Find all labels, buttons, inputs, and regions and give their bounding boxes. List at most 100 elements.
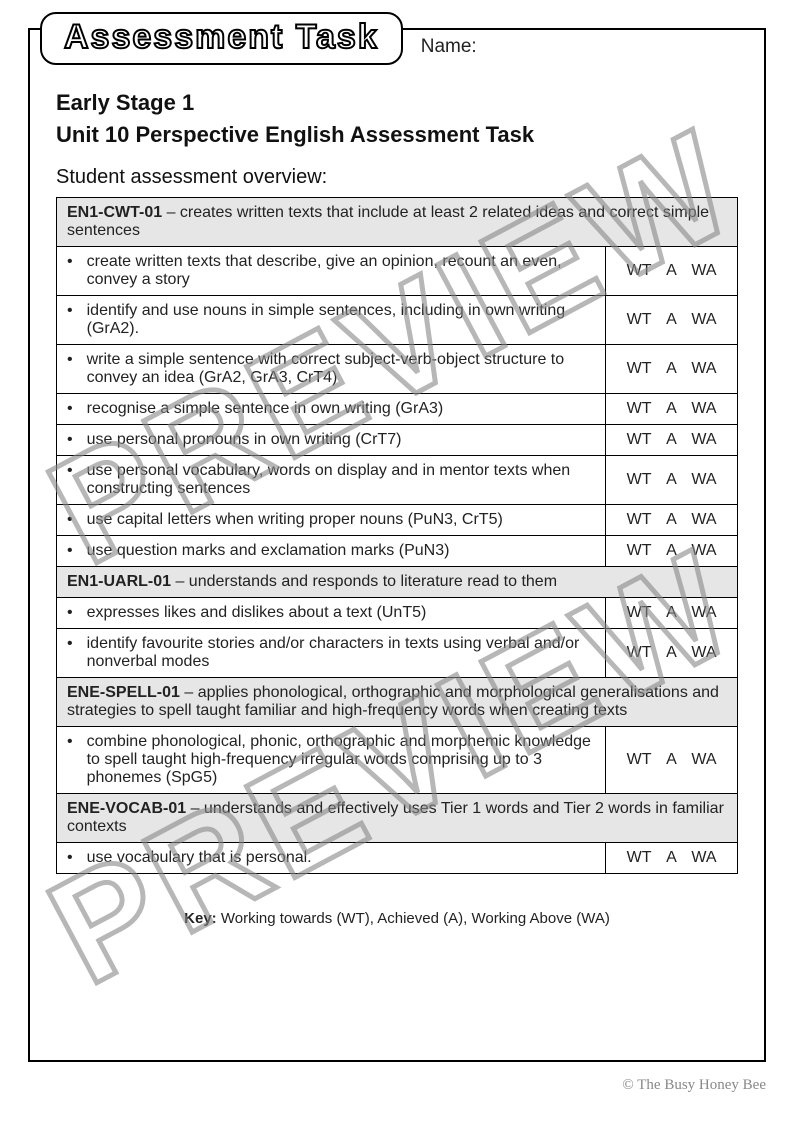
rating-cell: WT A WA	[606, 296, 738, 345]
rating-wt: WT	[625, 262, 653, 280]
criteria-text: use vocabulary that is personal.	[87, 849, 312, 867]
bullet-icon: •	[67, 849, 73, 867]
criteria-row: • create written texts that describe, giv…	[57, 247, 738, 296]
criteria-text: use capital letters when writing proper …	[87, 511, 503, 529]
rating-wa: WA	[690, 431, 718, 449]
criteria-text: recognise a simple sentence in own writi…	[87, 400, 444, 418]
rating-wt: WT	[625, 431, 653, 449]
rating-wt: WT	[625, 849, 653, 867]
name-label: Name:	[421, 36, 477, 58]
criteria-cell: •use personal pronouns in own writing (C…	[57, 425, 606, 456]
criteria-cell: • combine phonological, phonic, orthograp…	[57, 727, 606, 794]
rating-cell: WT A WA	[606, 598, 738, 629]
section-header-cell: ENE-VOCAB-01 – understands and effective…	[57, 794, 738, 843]
key-label: Key:	[184, 910, 217, 927]
criteria-text: use personal vocabulary, words on displa…	[87, 462, 595, 498]
rating-wt: WT	[625, 644, 653, 662]
content: Early Stage 1 Unit 10 Perspective Englis…	[56, 90, 738, 927]
bullet-icon: •	[67, 542, 73, 560]
rating-wt: WT	[625, 751, 653, 769]
rating-wa: WA	[690, 400, 718, 418]
rating-cell: WT A WA	[606, 505, 738, 536]
rating-wa: WA	[690, 751, 718, 769]
name-field: Name:	[421, 35, 485, 59]
section-header-cell: EN1-CWT-01 – creates written texts that …	[57, 198, 738, 247]
rating-wa: WA	[690, 471, 718, 489]
rating-a: A	[658, 849, 686, 867]
section-header-text: – understands and responds to literature…	[171, 573, 557, 590]
rating-wa: WA	[690, 311, 718, 329]
copyright: © The Busy Honey Bee	[622, 1077, 766, 1094]
criteria-row: • recognise a simple sentence in own writ…	[57, 394, 738, 425]
rating-a: A	[658, 262, 686, 280]
rating-a: A	[658, 400, 686, 418]
bullet-icon: •	[67, 400, 73, 418]
criteria-cell: • create written texts that describe, giv…	[57, 247, 606, 296]
criteria-row: • use vocabulary that is personal. WT A WA	[57, 843, 738, 874]
rating-wt: WT	[625, 311, 653, 329]
section-header-row: EN1-CWT-01 – creates written texts that …	[57, 198, 738, 247]
criteria-cell: • use vocabulary that is personal.	[57, 843, 606, 874]
rating-wa: WA	[690, 262, 718, 280]
bullet-icon: •	[67, 253, 73, 289]
rating-wt: WT	[625, 360, 653, 378]
rating-wt: WT	[625, 542, 653, 560]
rating-a: A	[658, 431, 686, 449]
rating-a: A	[658, 644, 686, 662]
rating-cell: WT A WA	[606, 843, 738, 874]
criteria-text: expresses likes and dislikes about a tex…	[87, 604, 427, 622]
section-header-row: ENE-SPELL-01 – applies phonological, ort…	[57, 678, 738, 727]
bullet-icon: •	[67, 604, 73, 622]
stage-line: Early Stage 1	[56, 90, 738, 116]
section-header-row: ENE-VOCAB-01 – understands and effective…	[57, 794, 738, 843]
rating-a: A	[658, 360, 686, 378]
rating-wa: WA	[690, 644, 718, 662]
rating-wa: WA	[690, 511, 718, 529]
rating-a: A	[658, 751, 686, 769]
unit-line: Unit 10 Perspective English Assessment T…	[56, 122, 738, 148]
criteria-cell: • use capital letters when writing proper…	[57, 505, 606, 536]
criteria-row: •identify favourite stories and/or chara…	[57, 629, 738, 678]
rating-a: A	[658, 542, 686, 560]
key-line: Key: Working towards (WT), Achieved (A),…	[56, 910, 738, 927]
section-code: EN1-CWT-01	[67, 204, 162, 221]
rating-cell: WT A WA	[606, 727, 738, 794]
bullet-icon: •	[67, 511, 73, 529]
criteria-cell: •use personal vocabulary, words on displ…	[57, 456, 606, 505]
rating-a: A	[658, 511, 686, 529]
criteria-text: write a simple sentence with correct sub…	[87, 351, 595, 387]
criteria-row: •write a simple sentence with correct su…	[57, 345, 738, 394]
section-code: ENE-SPELL-01	[67, 684, 180, 701]
section-header-cell: ENE-SPELL-01 – applies phonological, ort…	[57, 678, 738, 727]
rating-cell: WT A WA	[606, 536, 738, 567]
criteria-row: •identify and use nouns in simple senten…	[57, 296, 738, 345]
criteria-cell: •write a simple sentence with correct su…	[57, 345, 606, 394]
criteria-cell: • use question marks and exclamation mark…	[57, 536, 606, 567]
criteria-text: identify favourite stories and/or charac…	[87, 635, 595, 671]
section-header-text: – creates written texts that include at …	[67, 204, 709, 239]
criteria-row: • use question marks and exclamation mark…	[57, 536, 738, 567]
rating-cell: WT A WA	[606, 247, 738, 296]
criteria-row: • use capital letters when writing proper…	[57, 505, 738, 536]
key-text: Working towards (WT), Achieved (A), Work…	[217, 910, 610, 927]
rating-wt: WT	[625, 511, 653, 529]
header-row: Assessment Task Name:	[40, 12, 754, 65]
title-box: Assessment Task	[40, 12, 403, 65]
section-code: EN1-UARL-01	[67, 573, 171, 590]
rating-wt: WT	[625, 471, 653, 489]
bullet-icon: •	[67, 733, 73, 787]
rating-cell: WT A WA	[606, 345, 738, 394]
page-title: Assessment Task	[64, 18, 379, 56]
bullet-icon: •	[67, 302, 73, 338]
assessment-table: EN1-CWT-01 – creates written texts that …	[56, 197, 738, 874]
criteria-text: create written texts that describe, give…	[87, 253, 595, 289]
criteria-text: use question marks and exclamation marks…	[87, 542, 450, 560]
rating-a: A	[658, 471, 686, 489]
criteria-cell: •identify and use nouns in simple senten…	[57, 296, 606, 345]
criteria-cell: • recognise a simple sentence in own writ…	[57, 394, 606, 425]
rating-wa: WA	[690, 542, 718, 560]
criteria-text: combine phonological, phonic, orthograph…	[87, 733, 595, 787]
rating-cell: WT A WA	[606, 394, 738, 425]
rating-wa: WA	[690, 360, 718, 378]
criteria-cell: • expresses likes and dislikes about a te…	[57, 598, 606, 629]
